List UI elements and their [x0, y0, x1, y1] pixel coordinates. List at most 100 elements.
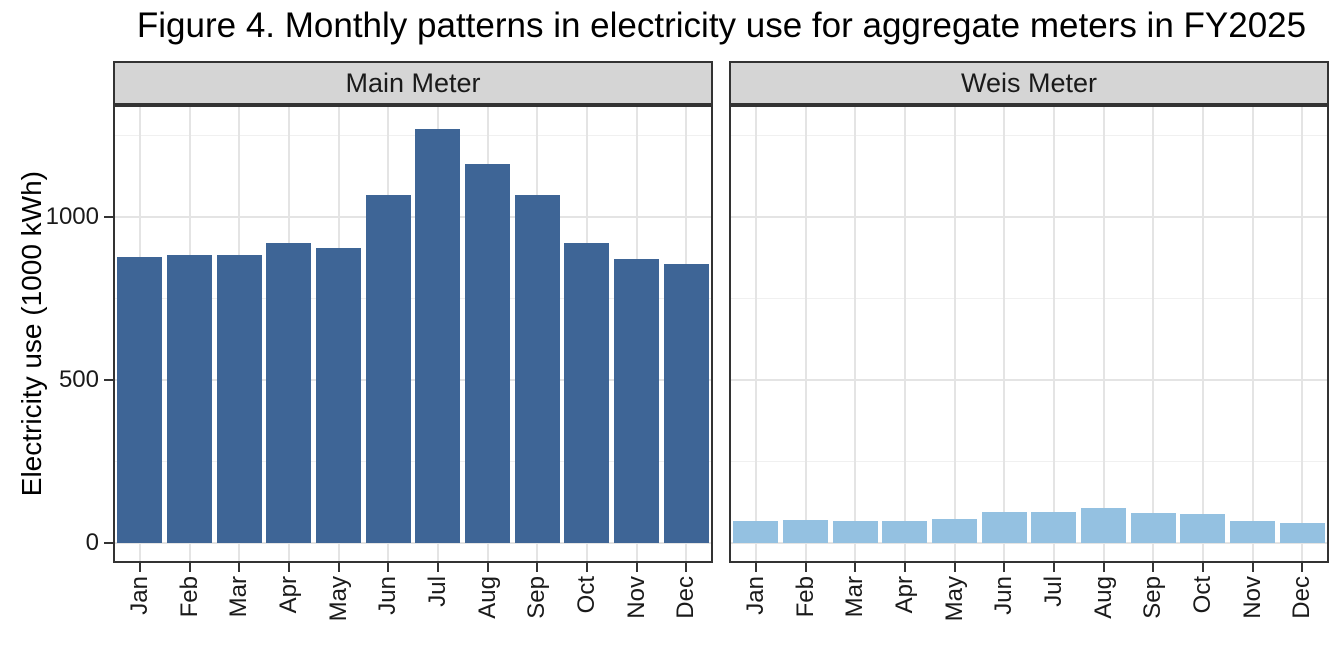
- bar: [266, 242, 312, 543]
- x-tick-mark: [387, 563, 390, 572]
- bar: [1279, 522, 1325, 543]
- bar: [882, 520, 928, 543]
- gridline-h-minor: [731, 460, 1327, 462]
- bar: [1230, 521, 1275, 543]
- y-axis-title-wrap: Electricity use (1000 kWh): [10, 105, 54, 563]
- bar: [365, 194, 411, 543]
- gridline-h-minor: [731, 134, 1327, 136]
- y-tick-label: 500: [58, 366, 99, 393]
- x-tick-label: Nov: [1238, 576, 1266, 619]
- x-tick-label: Mar: [841, 576, 869, 618]
- bar: [514, 195, 560, 543]
- gridline-h-minor: [115, 297, 711, 299]
- x-tick-mark: [854, 563, 857, 572]
- x-tick-label: Oct: [572, 576, 600, 614]
- x-tick-label: Aug: [473, 576, 501, 619]
- bar: [1031, 511, 1077, 543]
- bar: [663, 264, 709, 543]
- x-tick-mark: [804, 563, 807, 572]
- bar: [415, 128, 461, 543]
- bar: [167, 254, 212, 543]
- bar: [117, 257, 163, 543]
- facet-header: Main Meter: [113, 61, 713, 105]
- x-tick-label: Apr: [274, 576, 302, 614]
- bar: [981, 512, 1027, 543]
- gridline-h-major: [115, 542, 711, 544]
- gridline-v: [1102, 107, 1105, 561]
- x-tick-label: Oct: [1188, 576, 1216, 614]
- panel-plot-area: [115, 107, 711, 561]
- bar: [216, 255, 262, 543]
- x-tick-mark: [903, 563, 906, 572]
- panel-body: [113, 105, 713, 563]
- x-tick-mark: [138, 563, 141, 572]
- panel-plot-area: [731, 107, 1327, 561]
- x-tick-label: Dec: [1288, 576, 1316, 619]
- gridline-v: [754, 107, 757, 561]
- x-tick-mark: [754, 563, 757, 572]
- x-tick-mark: [1251, 563, 1254, 572]
- bar: [783, 519, 828, 543]
- gridline-h-minor: [115, 134, 711, 136]
- x-tick-mark: [436, 563, 439, 572]
- y-tick-mark: [104, 216, 113, 218]
- y-tick-mark: [104, 379, 113, 381]
- x-tick-label: Jan: [741, 576, 769, 615]
- x-tick-mark: [1301, 563, 1304, 572]
- bar: [564, 242, 610, 543]
- bar: [733, 520, 779, 543]
- bar: [1180, 514, 1226, 543]
- gridline-v: [1301, 107, 1304, 561]
- x-tick-mark: [536, 563, 539, 572]
- x-tick-label: Aug: [1089, 576, 1117, 619]
- gridline-v: [854, 107, 857, 561]
- x-tick-mark: [1003, 563, 1006, 572]
- gridline-h-major: [115, 216, 711, 218]
- gridline-v: [1251, 107, 1254, 561]
- x-tick-label: Jun: [374, 576, 402, 615]
- bar: [1081, 508, 1126, 543]
- x-tick-label: Nov: [622, 576, 650, 619]
- gridline-h-major: [731, 542, 1327, 544]
- gridline-v: [1003, 107, 1006, 561]
- x-tick-label: Apr: [890, 576, 918, 614]
- x-tick-mark: [585, 563, 588, 572]
- x-tick-label: May: [324, 576, 352, 622]
- facet-header: Weis Meter: [729, 61, 1329, 105]
- x-tick-label: Dec: [672, 576, 700, 619]
- x-tick-label: May: [940, 576, 968, 622]
- facet-header-label: Main Meter: [345, 67, 481, 98]
- bar: [316, 248, 361, 543]
- y-tick-label: 1000: [45, 203, 99, 230]
- gridline-v: [1201, 107, 1204, 561]
- x-tick-label: Sep: [523, 576, 551, 619]
- x-tick-mark: [953, 563, 956, 572]
- gridline-h-major: [115, 379, 711, 381]
- bar: [932, 518, 977, 543]
- x-tick-label: Jan: [125, 576, 153, 615]
- x-tick-mark: [188, 563, 191, 572]
- gridline-v: [903, 107, 906, 561]
- x-tick-mark: [486, 563, 489, 572]
- gridline-h-major: [731, 216, 1327, 218]
- x-tick-label: Mar: [225, 576, 253, 618]
- bar: [465, 163, 510, 543]
- facet-header-label: Weis Meter: [960, 67, 1098, 98]
- gridline-v: [953, 107, 956, 561]
- x-tick-mark: [685, 563, 688, 572]
- x-tick-mark: [287, 563, 290, 572]
- x-tick-mark: [1152, 563, 1155, 572]
- x-tick-mark: [635, 563, 638, 572]
- x-tick-label: Jun: [990, 576, 1018, 615]
- bar: [832, 520, 878, 543]
- x-tick-mark: [1102, 563, 1105, 572]
- x-tick-mark: [337, 563, 340, 572]
- gridline-h-minor: [731, 297, 1327, 299]
- bar: [614, 259, 659, 543]
- gridline-h-minor: [115, 460, 711, 462]
- gridline-v: [804, 107, 807, 561]
- x-tick-label: Jul: [1039, 576, 1067, 607]
- gridline-v: [1052, 107, 1055, 561]
- y-tick-mark: [104, 542, 113, 544]
